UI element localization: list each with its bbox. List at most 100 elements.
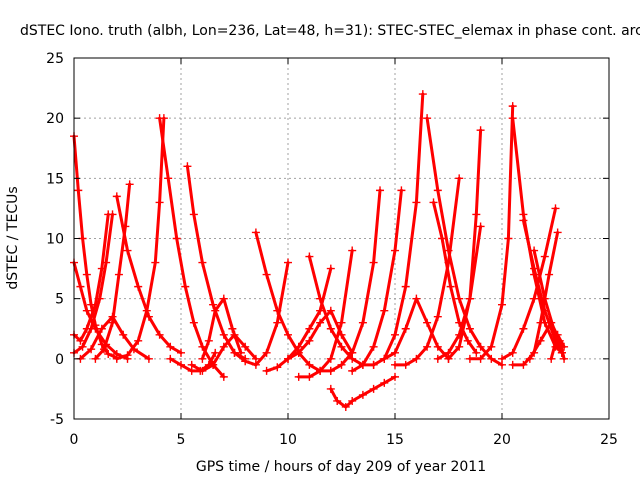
data-point-marker [284,330,292,339]
data-series-6 [93,182,132,361]
data-point-marker [316,318,325,327]
data-point-marker [476,354,485,363]
data-point-marker [465,294,474,303]
data-point-marker [530,246,539,255]
data-point-marker [476,126,485,135]
data-point-marker [316,366,325,375]
data-point-marker [519,324,528,333]
data-point-marker [294,348,303,357]
data-point-marker [204,336,213,345]
data-point-marker [545,270,554,279]
data-point-marker [112,354,121,363]
data-point-marker [326,324,335,333]
data-point-marker [228,324,237,333]
x-tick-label: 20 [493,432,511,448]
data-series-32 [500,206,557,361]
data-point-marker [241,342,250,351]
data-point-marker [219,342,228,351]
data-point-marker [472,348,481,357]
data-point-marker [123,351,132,360]
data-series-3 [72,212,110,343]
data-point-marker [337,360,346,369]
data-series-22 [350,188,403,373]
data-point-marker [508,102,517,111]
data-point-marker [305,360,314,369]
data-point-marker [305,336,314,345]
chart-title: dSTEC Iono. truth (albh, Lon=236, Lat=48… [20,23,640,39]
data-point-marker [391,348,399,357]
data-point-marker [433,354,442,363]
y-tick-label: 20 [46,111,64,127]
data-point-marker [540,252,549,261]
x-tick-label: 25 [600,432,618,448]
data-point-marker [560,342,569,351]
data-point-marker [241,357,250,366]
data-point-marker [119,330,128,339]
data-point-marker [412,198,421,207]
data-point-marker [305,252,314,261]
data-point-marker [326,354,335,363]
data-point-marker [125,180,134,189]
data-point-marker [530,294,539,303]
data-point-marker [284,354,292,363]
data-point-marker [341,402,350,411]
data-point-marker [358,390,367,399]
data-point-marker [560,354,569,363]
data-point-marker [397,186,406,195]
data-point-marker [487,354,496,363]
data-point-marker [438,234,447,243]
data-point-marker [198,354,207,363]
y-tick-label: 10 [46,232,64,248]
data-point-marker [348,246,357,255]
data-series-15 [254,231,333,373]
data-point-marker [465,324,474,333]
data-point-marker [273,318,282,327]
data-point-marker [166,354,175,363]
data-point-marker [172,234,181,243]
data-point-marker [87,345,96,354]
y-axis-label: dSTEC / TECUs [5,186,21,289]
data-point-marker [211,348,220,357]
data-point-marker [112,192,121,201]
data-point-marker [305,372,314,381]
data-point-marker [187,360,196,369]
data-point-marker [540,294,549,303]
data-point-marker [380,378,389,387]
data-point-marker [376,186,385,195]
data-point-marker [508,348,517,357]
data-point-marker [369,384,378,393]
data-point-marker [316,306,325,315]
data-point-marker [189,210,198,219]
data-point-marker [444,246,453,255]
data-point-marker [273,363,282,372]
y-tick-label: 0 [55,352,64,368]
data-point-marker [108,210,117,219]
data-point-marker [189,318,198,327]
x-tick-label: 0 [70,432,79,448]
data-point-marker [155,198,164,207]
data-series-21 [329,188,382,373]
data-point-marker [348,348,357,357]
data-point-marker [164,174,173,183]
data-point-marker [294,372,303,381]
data-point-marker [211,306,220,315]
data-point-marker [358,318,367,327]
data-point-marker [348,366,357,375]
data-point-marker [134,282,143,291]
data-point-marker [551,204,560,213]
data-point-marker [198,258,207,267]
data-point-marker [391,372,399,381]
data-point-marker [401,324,410,333]
data-point-marker [504,234,513,243]
y-tick-label: 5 [55,292,64,308]
x-tick-label: 15 [386,432,404,448]
data-point-marker [316,294,325,303]
data-point-marker [487,342,496,351]
data-point-marker [369,342,378,351]
data-point-marker [401,360,410,369]
data-series-4 [72,212,114,355]
series-layer [70,90,569,411]
data-point-marker [134,336,143,345]
tick-layer: 0 5 10 15 20 25 -5 0 5 10 15 20 25 [46,51,618,448]
data-point-marker [142,306,151,315]
